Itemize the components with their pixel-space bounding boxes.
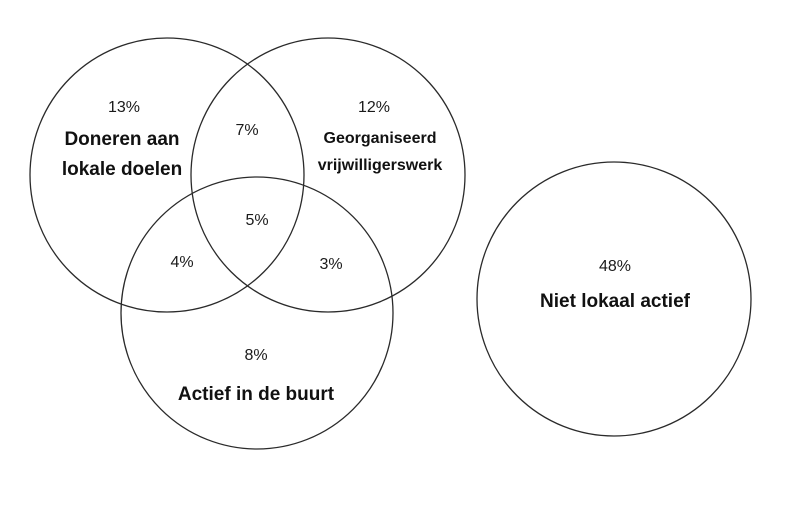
circle-inactive	[476, 161, 752, 437]
circle-neighbourhood	[120, 176, 394, 450]
neighbourhood-only-pct: 8%	[244, 347, 267, 364]
inactive-pct: 48%	[599, 258, 631, 275]
neighbourhood-label: Actief in de buurt	[178, 384, 335, 405]
circle-donate	[29, 37, 305, 313]
overlap-donate-volunteer-pct: 7%	[235, 122, 258, 139]
overlap-all-three-pct: 5%	[245, 212, 268, 229]
volunteer-label-line1: Georganiseerd	[324, 130, 437, 147]
donate-label-line1: Doneren aan	[64, 129, 179, 150]
circle-volunteer	[190, 37, 466, 313]
donate-only-pct: 13%	[108, 99, 140, 116]
donate-label-line2: lokale doelen	[62, 159, 182, 180]
volunteer-label-line2: vrijwilligerswerk	[318, 157, 443, 174]
volunteer-only-pct: 12%	[358, 99, 390, 116]
overlap-volunteer-neighbourhood-pct: 3%	[319, 256, 342, 273]
overlap-donate-neighbourhood-pct: 4%	[170, 254, 193, 271]
inactive-label: Niet lokaal actief	[540, 291, 691, 312]
